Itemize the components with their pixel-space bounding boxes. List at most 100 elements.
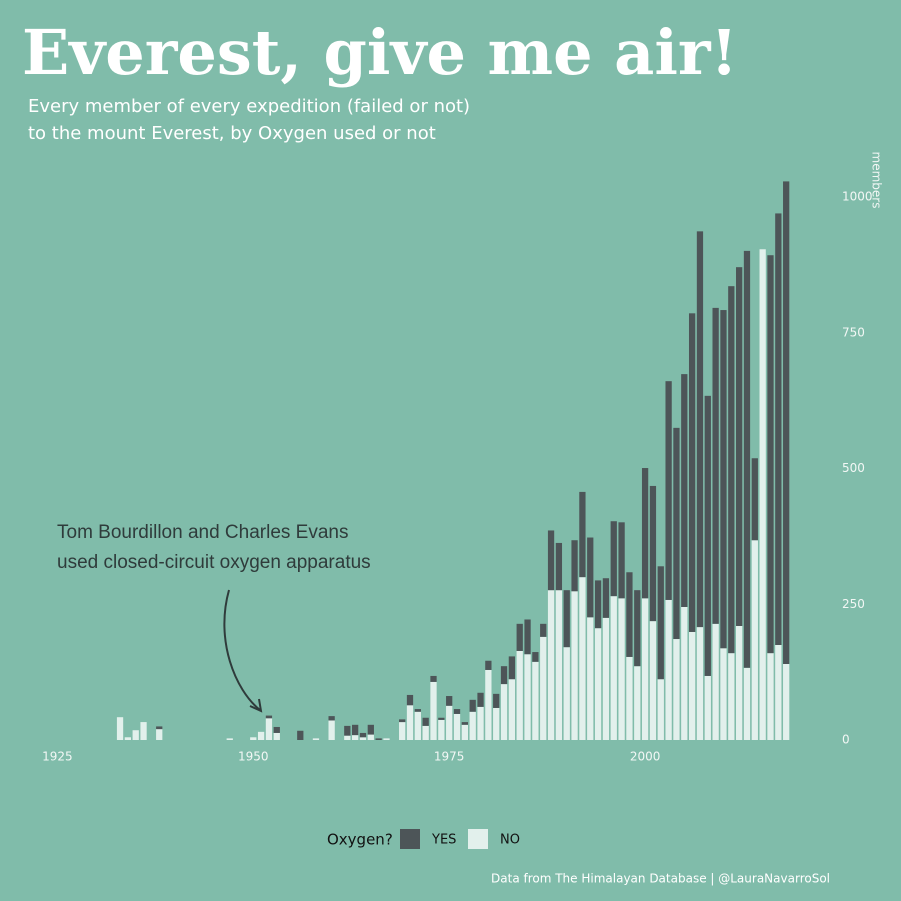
bar-segment (297, 730, 304, 740)
bar-segment (720, 648, 727, 740)
bar-segment (156, 729, 163, 740)
x-tick-label: 1975 (434, 750, 465, 764)
bar-segment (430, 681, 437, 740)
y-tick-label: 250 (842, 597, 865, 611)
bar-segment (759, 249, 766, 740)
bar-segment (712, 307, 719, 624)
bar-segment (352, 724, 359, 736)
bar-segment (649, 485, 657, 622)
bar-segment (493, 693, 500, 708)
bar-segment (688, 313, 696, 632)
bar-segment (594, 580, 602, 629)
bar-segment (688, 631, 696, 740)
bar-segment (469, 711, 476, 740)
bar-segment (751, 540, 758, 740)
bar-segment (461, 724, 468, 740)
bar-segment (626, 572, 633, 657)
x-tick-label: 2000 (630, 750, 661, 764)
y-tick-label: 1000 (842, 190, 873, 204)
bar-segment (563, 590, 570, 648)
bar-segment (469, 699, 476, 712)
bar-segment (767, 255, 774, 654)
bar-segment (438, 717, 445, 720)
y-tick-label: 500 (842, 461, 865, 475)
bar-segment (500, 666, 508, 685)
bar-segment (657, 566, 664, 680)
bar-segment (422, 725, 429, 740)
bar-segment (344, 735, 351, 740)
bar-segment (555, 590, 563, 740)
bar-segment (681, 607, 688, 740)
bar-segment (375, 738, 382, 740)
bar-segment (273, 726, 280, 733)
y-tick-label: 0 (842, 733, 850, 747)
bar-segment (618, 522, 625, 599)
bar-segment (406, 694, 414, 706)
bar-segment (485, 669, 492, 740)
bar-segment (571, 540, 578, 592)
bar-segment (312, 738, 320, 740)
bar-segment (524, 619, 531, 655)
bar-segment (783, 664, 790, 740)
legend-title: Oxygen? (327, 831, 393, 849)
bar-segment (704, 395, 711, 676)
bar-segment (743, 250, 751, 668)
bar-segment (156, 726, 163, 730)
bar-segment (540, 636, 547, 740)
bar-segment (422, 717, 429, 726)
bar-segment (438, 719, 445, 740)
annotation-arrow (223, 589, 261, 711)
bar-segment (579, 577, 586, 740)
bar-segment (587, 537, 594, 618)
bar-segment (767, 653, 774, 740)
bar-segment (328, 720, 335, 740)
bar-segment (414, 709, 421, 712)
bar-segment (477, 706, 484, 740)
bar-segment (328, 716, 335, 721)
bar-segment (430, 675, 437, 682)
bar-segment (547, 530, 555, 591)
x-tick-label: 1950 (238, 750, 269, 764)
bar-segment (634, 590, 641, 667)
bar-segment (532, 661, 539, 740)
bar-segment (626, 656, 633, 740)
bar-segment (555, 542, 563, 591)
chart-title: Everest, give me air! (22, 16, 738, 89)
bar-segment (634, 666, 641, 740)
bar-segment (610, 596, 617, 740)
bar-segment (446, 696, 453, 706)
bar-segment (265, 715, 273, 719)
bar-segment (140, 722, 147, 740)
bar-segment (775, 213, 782, 645)
bar-segment (641, 598, 649, 740)
bar-segment (775, 645, 782, 740)
bar-segment (641, 468, 649, 599)
bar-segment (657, 679, 664, 740)
bar-segment (736, 626, 743, 740)
annotation: used closed-circuit oxygen apparatus (57, 552, 371, 573)
bar-segment (453, 713, 461, 740)
bar-segment (602, 578, 610, 618)
bar-segment (493, 707, 500, 740)
bar-segment (610, 521, 617, 597)
x-tick-label: 1925 (42, 750, 73, 764)
bar-segment (571, 591, 578, 740)
bar-segment (446, 705, 453, 740)
bar-segment (751, 458, 758, 541)
bar-segment (743, 667, 751, 740)
bar-segment (273, 732, 280, 740)
bar-segment (594, 628, 602, 740)
bar-segment (477, 692, 484, 707)
annotation-arrowhead (249, 698, 263, 713)
bar-segment (649, 621, 657, 740)
bar-segment (508, 679, 516, 740)
bar-segment (359, 737, 367, 740)
bar-segment (352, 735, 359, 740)
legend-swatch (468, 829, 488, 849)
bar-segment (461, 722, 468, 725)
bar-segment (728, 286, 735, 654)
legend-swatch (400, 829, 420, 849)
